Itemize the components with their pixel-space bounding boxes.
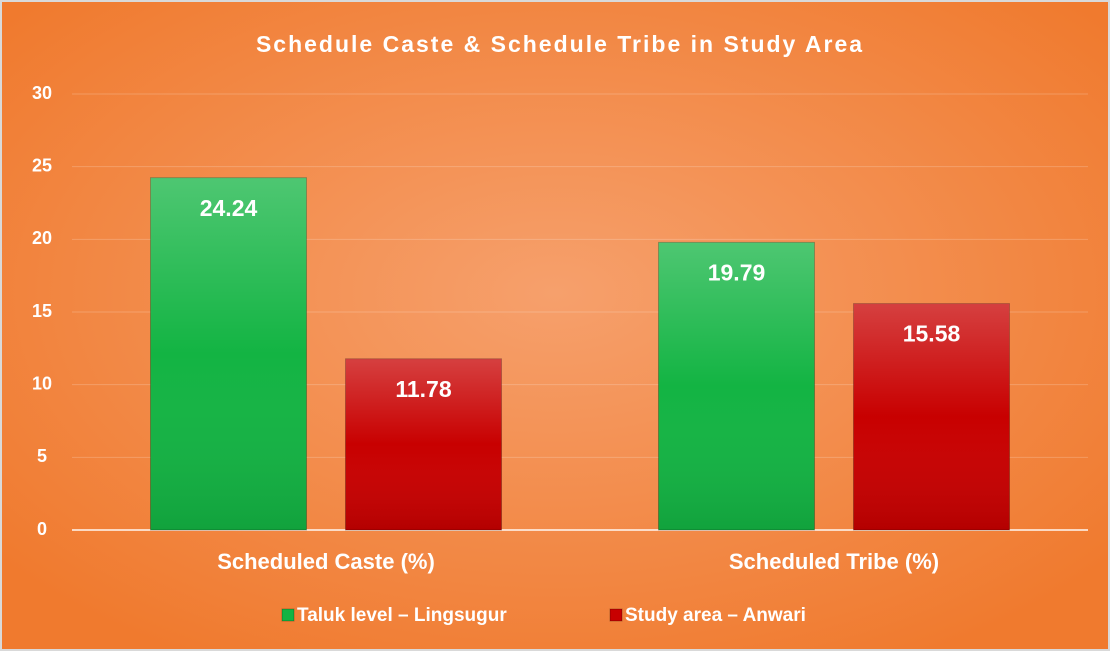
x-tick-label: Scheduled Caste (%) xyxy=(217,549,435,574)
bar-shade xyxy=(853,303,1010,530)
y-tick-label: 20 xyxy=(32,228,52,248)
bar-shade xyxy=(345,358,502,530)
legend-swatch xyxy=(281,608,295,622)
data-label: 19.79 xyxy=(708,259,766,285)
data-label: 11.78 xyxy=(395,376,451,402)
bar-shade xyxy=(658,242,815,531)
y-tick-label: 5 xyxy=(37,446,47,466)
legend-swatch xyxy=(609,608,623,622)
y-tick-label: 15 xyxy=(32,301,52,321)
data-label: 15.58 xyxy=(903,321,961,347)
x-tick-label: Scheduled Tribe (%) xyxy=(729,549,939,574)
legend-label: Study area – Anwari xyxy=(625,605,806,626)
chart-title: Schedule Caste & Schedule Tribe in Study… xyxy=(256,31,864,57)
legend-label: Taluk level – Lingsugur xyxy=(297,605,507,626)
y-tick-label: 10 xyxy=(32,373,52,393)
y-tick-label: 25 xyxy=(32,155,52,175)
y-tick-label: 30 xyxy=(32,83,52,103)
y-tick-label: 0 xyxy=(37,519,47,539)
bar-shade xyxy=(150,177,307,530)
data-label: 24.24 xyxy=(200,195,258,221)
